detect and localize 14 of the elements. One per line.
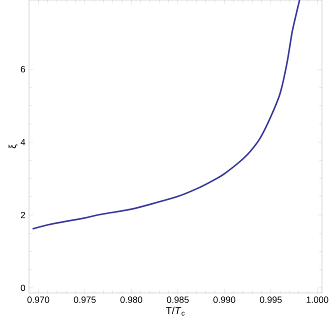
x-tick-label: 0.980 [120,296,142,303]
line-series [32,0,300,230]
y-tick-label: 2 [20,212,26,218]
y-tick-label: 4 [20,139,26,146]
x-axis-title: T/T$_{c}$ [166,306,185,316]
x-tick-label: 0.990 [213,296,236,303]
y-tick-label: 6 [20,66,26,72]
x-tick-label: 1.000 [306,296,328,303]
y-tick-label: 0 [20,284,26,292]
y-axis-title: ξ [8,144,18,148]
x-tick-label: 0.995 [260,296,282,303]
x-tick-label: 0.985 [166,296,189,303]
x-tick-label: 0.970 [27,296,50,303]
x-tick-label: 0.975 [74,296,96,303]
